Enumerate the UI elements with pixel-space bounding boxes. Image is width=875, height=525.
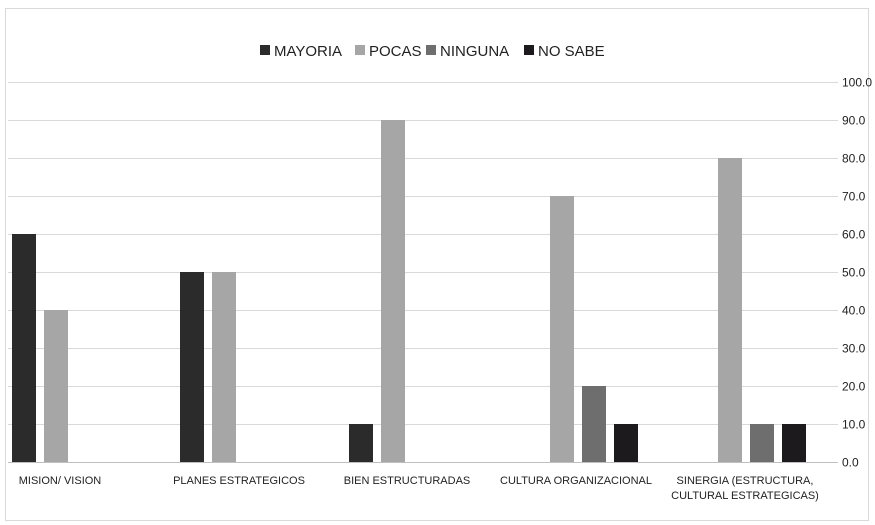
bar-pocas [718,158,742,462]
y-tick-label: 0.0 [842,456,859,470]
legend-swatch [426,45,436,55]
bar-pocas [550,196,574,462]
x-category-label: PLANES ESTRATEGICOS [173,475,305,487]
legend-label: MAYORIA [274,43,342,60]
legend-label: NO SABE [538,43,605,60]
bar-mayoria [12,234,36,462]
bar-pocas [381,120,405,462]
y-tick-label: 90.0 [842,114,866,128]
legend-label: NINGUNA [440,43,509,60]
y-tick-label: 30.0 [842,342,866,356]
x-category-label: SINERGIA (ESTRUCTURA, [677,475,814,487]
y-tick-label: 80.0 [842,152,866,166]
legend-swatch [260,45,270,55]
bar-no-sabe [614,424,638,462]
x-category-label: BIEN ESTRUCTURADAS [344,475,471,487]
y-tick-label: 40.0 [842,304,866,318]
legend-label: POCAS [369,43,422,60]
bar-mayoria [180,272,204,462]
bar-ninguna [582,386,606,462]
legend-swatch [355,45,365,55]
x-axis-category-labels: MISION/ VISION PLANES ESTRATEGICOS BIEN ES… [19,475,819,502]
y-tick-label: 100.0 [842,76,872,90]
bar-pocas [212,272,236,462]
y-tick-label: 50.0 [842,266,866,280]
legend-swatch [524,45,534,55]
bars [12,120,806,462]
x-category-label: CULTURA ORGANIZACIONAL [500,475,652,487]
bar-pocas [44,310,68,462]
bar-no-sabe [782,424,806,462]
legend: MAYORIA POCAS NINGUNA NO SABE [260,43,605,60]
x-category-label: CULTURAL ESTRATEGICAS) [671,490,819,502]
y-tick-label: 20.0 [842,380,866,394]
y-axis-tick-labels: 0.0 10.0 20.0 30.0 40.0 50.0 60.0 70.0 80.0 90.0 1… [842,76,872,470]
y-tick-label: 70.0 [842,190,866,204]
bar-ninguna [750,424,774,462]
y-tick-label: 10.0 [842,418,866,432]
y-tick-label: 60.0 [842,228,866,242]
x-category-label: MISION/ VISION [19,475,102,487]
gridlines [8,82,838,463]
bar-mayoria [349,424,373,462]
